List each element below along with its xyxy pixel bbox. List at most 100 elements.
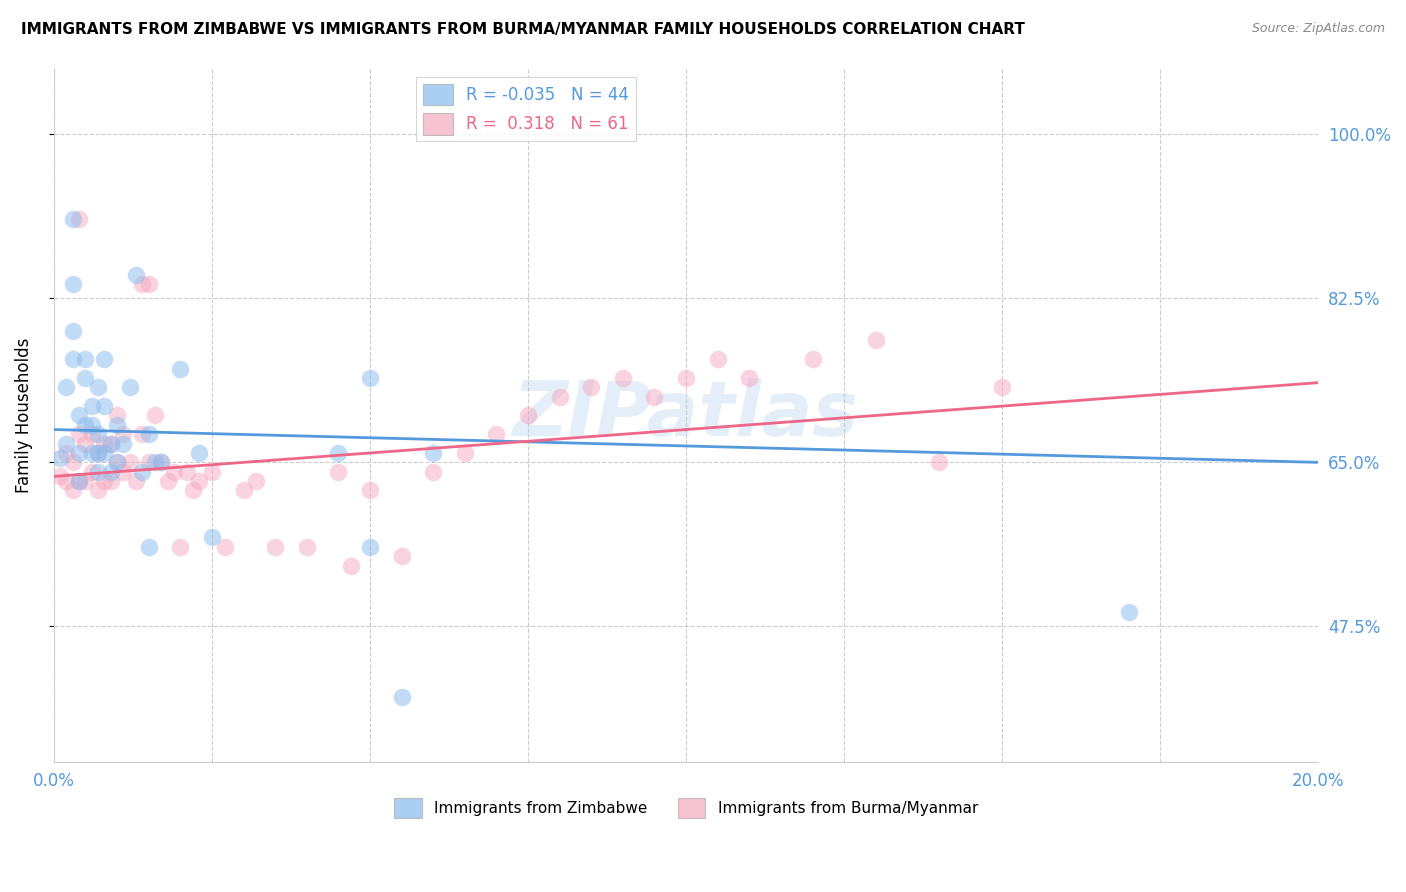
Point — [105, 455, 128, 469]
Point — [67, 446, 90, 460]
Point — [67, 474, 90, 488]
Point — [87, 380, 110, 394]
Point — [232, 483, 254, 498]
Point — [738, 371, 761, 385]
Point — [201, 465, 224, 479]
Point — [295, 540, 318, 554]
Point — [454, 446, 477, 460]
Point — [163, 465, 186, 479]
Point — [93, 399, 115, 413]
Point — [138, 427, 160, 442]
Point — [80, 427, 103, 442]
Point — [391, 549, 413, 563]
Point — [125, 474, 148, 488]
Point — [75, 371, 97, 385]
Point — [150, 455, 173, 469]
Point — [62, 352, 84, 367]
Point — [928, 455, 950, 469]
Point — [75, 474, 97, 488]
Point — [188, 474, 211, 488]
Point — [359, 540, 381, 554]
Point — [131, 427, 153, 442]
Point — [118, 380, 141, 394]
Point — [485, 427, 508, 442]
Point — [100, 436, 122, 450]
Point — [245, 474, 267, 488]
Point — [87, 446, 110, 460]
Text: IMMIGRANTS FROM ZIMBABWE VS IMMIGRANTS FROM BURMA/MYANMAR FAMILY HOUSEHOLDS CORR: IMMIGRANTS FROM ZIMBABWE VS IMMIGRANTS F… — [21, 22, 1025, 37]
Point — [87, 427, 110, 442]
Point — [49, 450, 72, 465]
Point — [612, 371, 634, 385]
Point — [138, 540, 160, 554]
Point — [125, 268, 148, 282]
Point — [991, 380, 1014, 394]
Point — [80, 446, 103, 460]
Text: ZIPatlas: ZIPatlas — [513, 378, 859, 452]
Point — [1118, 606, 1140, 620]
Point — [93, 436, 115, 450]
Point — [93, 446, 115, 460]
Point — [62, 211, 84, 226]
Point — [55, 446, 77, 460]
Point — [112, 436, 135, 450]
Point — [131, 465, 153, 479]
Point — [359, 371, 381, 385]
Point — [143, 409, 166, 423]
Point — [801, 352, 824, 367]
Point — [67, 474, 90, 488]
Point — [422, 465, 444, 479]
Point — [67, 409, 90, 423]
Point — [75, 417, 97, 432]
Point — [188, 446, 211, 460]
Point — [548, 390, 571, 404]
Point — [169, 540, 191, 554]
Point — [675, 371, 697, 385]
Point — [62, 324, 84, 338]
Point — [214, 540, 236, 554]
Point — [328, 465, 350, 479]
Point — [579, 380, 602, 394]
Point — [118, 455, 141, 469]
Point — [55, 474, 77, 488]
Point — [55, 436, 77, 450]
Point — [706, 352, 728, 367]
Point — [87, 446, 110, 460]
Point — [55, 380, 77, 394]
Point — [75, 436, 97, 450]
Point — [80, 399, 103, 413]
Point — [105, 417, 128, 432]
Point — [62, 455, 84, 469]
Point — [181, 483, 204, 498]
Point — [264, 540, 287, 554]
Point — [62, 483, 84, 498]
Point — [328, 446, 350, 460]
Point — [87, 465, 110, 479]
Point — [865, 334, 887, 348]
Point — [93, 352, 115, 367]
Y-axis label: Family Households: Family Households — [15, 338, 32, 493]
Point — [517, 409, 540, 423]
Point — [112, 465, 135, 479]
Point — [67, 211, 90, 226]
Point — [169, 361, 191, 376]
Point — [340, 558, 363, 573]
Point — [643, 390, 665, 404]
Text: Source: ZipAtlas.com: Source: ZipAtlas.com — [1251, 22, 1385, 36]
Point — [156, 474, 179, 488]
Point — [100, 474, 122, 488]
Point — [143, 455, 166, 469]
Point — [359, 483, 381, 498]
Point — [49, 469, 72, 483]
Point — [138, 277, 160, 292]
Point — [105, 455, 128, 469]
Point — [80, 417, 103, 432]
Point — [100, 465, 122, 479]
Point — [138, 455, 160, 469]
Point — [112, 427, 135, 442]
Point — [105, 409, 128, 423]
Point — [67, 427, 90, 442]
Point — [80, 465, 103, 479]
Point — [201, 530, 224, 544]
Point — [391, 690, 413, 704]
